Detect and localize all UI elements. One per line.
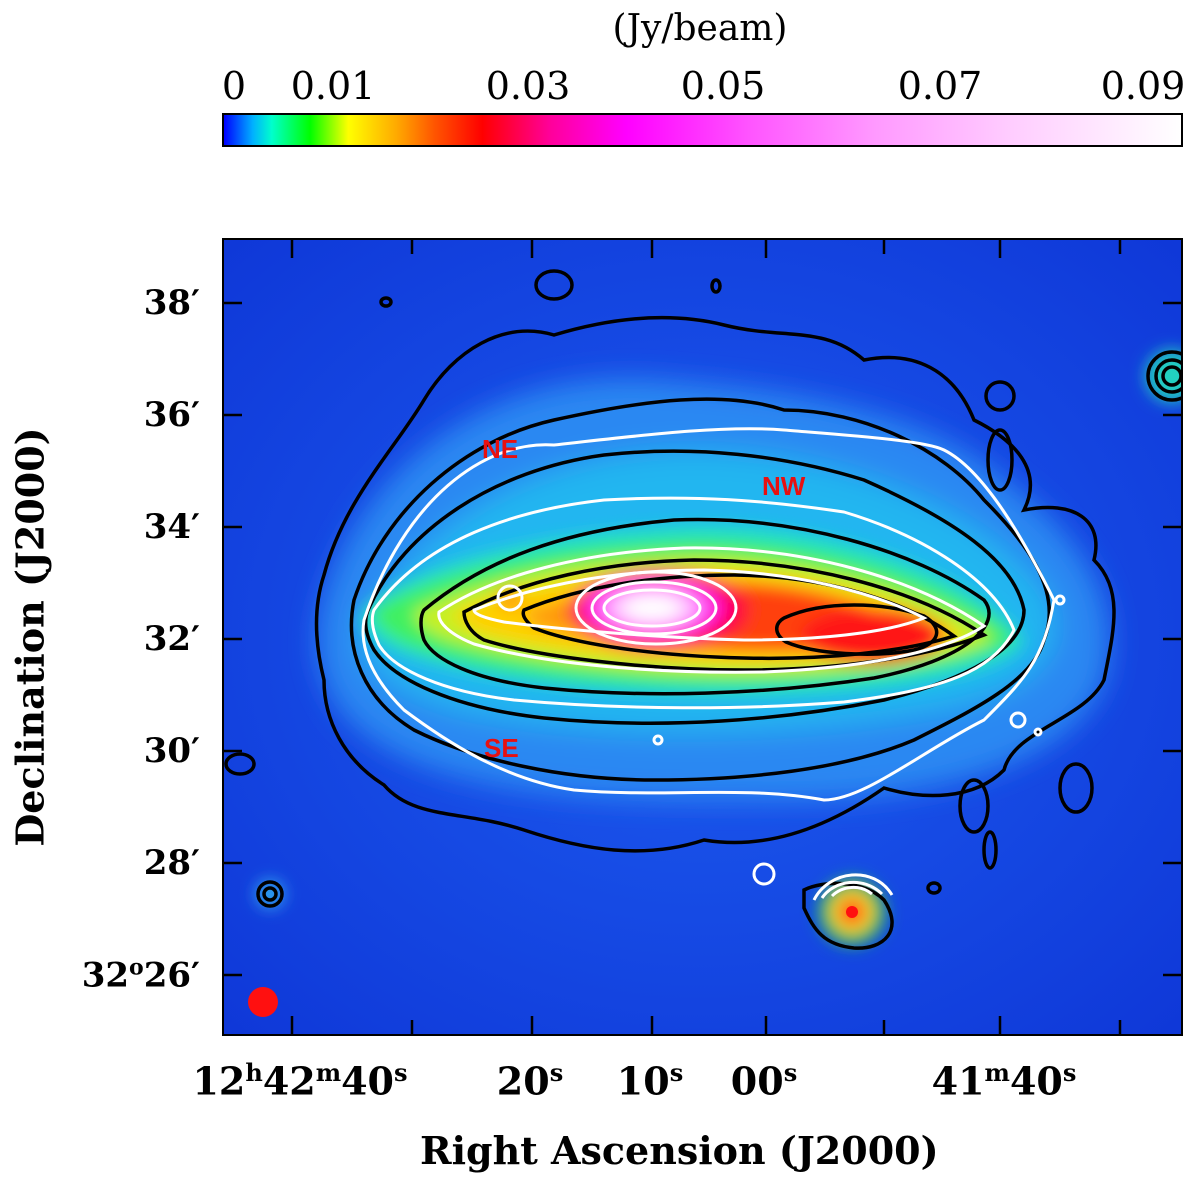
x-tick-00s: 00s	[730, 1058, 798, 1104]
y-tick-38: 38′	[143, 283, 200, 323]
colorbar-tick-5: 0.09	[1100, 64, 1186, 108]
beam-marker	[248, 987, 278, 1017]
y-tick-28: 28′	[143, 843, 200, 883]
region-label-ne: NE	[482, 434, 519, 464]
y-tick-32: 32′	[143, 619, 200, 659]
x-tick-20s: 20s	[496, 1058, 564, 1104]
x-tick-10s: 10s	[616, 1058, 684, 1104]
region-label-se: SE	[484, 733, 519, 763]
y-tick-30: 30′	[143, 731, 200, 771]
region-label-nw: NW	[762, 471, 806, 501]
colorbar-tick-2: 0.03	[485, 64, 571, 108]
y-tick-34: 34′	[143, 507, 200, 547]
colorbar-tick-1: 0.01	[290, 64, 376, 108]
axis-tick-marks	[224, 240, 1181, 1034]
y-tick-32d26: 32o26′	[81, 954, 200, 996]
radio-map-image	[222, 238, 1183, 1036]
colorbar	[222, 113, 1183, 147]
x-axis-label: Right Ascension (J2000)	[420, 1128, 939, 1173]
radio-map-svg	[224, 240, 1181, 1034]
colorbar-tick-4: 0.07	[897, 64, 983, 108]
y-tick-36: 36′	[143, 395, 200, 435]
x-tick-12h42m40s: 12h42m40s	[192, 1058, 408, 1104]
colorbar-tick-0: 0	[221, 64, 247, 108]
white-contours	[361, 427, 1066, 901]
y-axis-label: Declination (J2000)	[7, 427, 53, 847]
colorbar-title: (Jy/beam)	[612, 8, 788, 49]
x-tick-41m40s: 41m40s	[931, 1058, 1077, 1104]
colorbar-tick-3: 0.05	[680, 64, 766, 108]
